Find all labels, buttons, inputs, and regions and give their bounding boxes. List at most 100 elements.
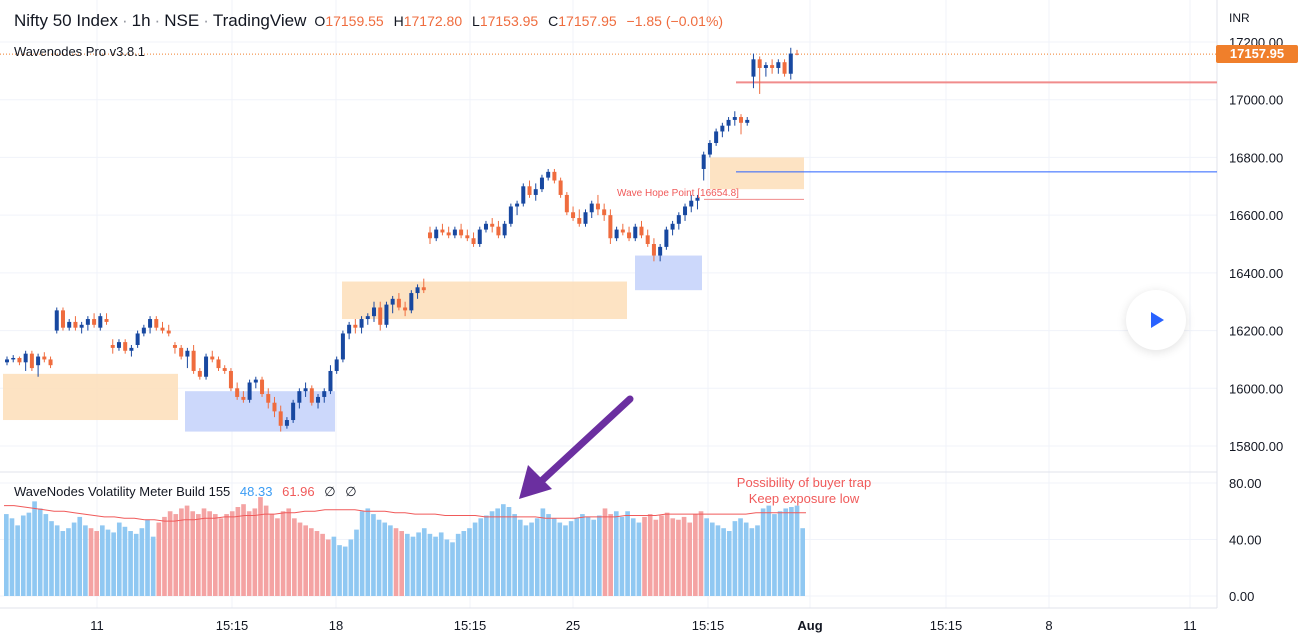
volatility-bar [427, 533, 433, 596]
volatility-bar [388, 525, 393, 596]
candle-body [291, 402, 296, 421]
volatility-bar [325, 539, 331, 596]
volatility-bar [314, 531, 320, 596]
candle-body [670, 223, 675, 230]
volatility-bar [619, 516, 625, 596]
candle-body [502, 223, 507, 236]
supply-zone [3, 373, 178, 421]
volatility-value-1: 48.33 [239, 484, 273, 499]
candle-body [608, 215, 613, 239]
candle-body [98, 316, 103, 328]
candle-body [496, 226, 501, 236]
candle-body [390, 298, 395, 305]
symbol-name[interactable]: Nifty 50 Index [14, 11, 118, 30]
volatility-bar [139, 528, 145, 596]
volatility-bar [602, 508, 608, 596]
candle-body [228, 370, 233, 389]
volatility-bar [224, 514, 229, 596]
volatility-bar [162, 516, 167, 596]
volatility-bar [331, 536, 337, 596]
candle-body [210, 356, 215, 360]
volatility-bar [297, 522, 303, 596]
price-axis[interactable]: 17200.0017000.0016800.0016600.0016400.00… [1229, 35, 1283, 604]
volatility-bar [9, 518, 15, 596]
volatility-bar [416, 532, 421, 596]
candle-body [204, 356, 209, 377]
candle-body [415, 287, 420, 294]
candle-body [577, 218, 582, 224]
candle-body [739, 117, 744, 123]
volatility-bar [15, 525, 20, 596]
volatility-bar [359, 511, 365, 596]
candle-body [788, 53, 793, 74]
volatility-bar [704, 518, 709, 596]
volatility-bar [399, 531, 404, 596]
indicator-legend[interactable]: Wavenodes Pro v3.8.1 [14, 44, 146, 59]
candle-body [614, 229, 619, 239]
volatility-bar [743, 522, 749, 596]
volatility-bar [229, 511, 235, 596]
volatility-bar [580, 514, 585, 596]
volatility-bar [280, 511, 286, 596]
symbol-header[interactable]: Nifty 50 Index · 1h · NSE · TradingView … [14, 11, 729, 31]
volatility-title[interactable]: WaveNodes Volatility Meter Build 155 [14, 484, 231, 499]
price-tick-label: 16800.00 [1229, 150, 1283, 165]
volatility-bar [568, 521, 574, 596]
volatility-bar [597, 515, 602, 596]
volatility-bar [184, 505, 190, 596]
candle-body [365, 316, 370, 320]
separator-dot: · [203, 11, 209, 30]
volatility-bar [472, 522, 478, 596]
time-tick-label: 15:15 [692, 618, 725, 633]
volatility-bar [591, 519, 597, 596]
volatility-bar [365, 508, 371, 596]
volatility-bar [772, 514, 777, 596]
candle-body [552, 171, 557, 181]
candle-body [446, 232, 451, 236]
candle-body [707, 143, 712, 155]
volatility-bar [116, 522, 122, 596]
volatility-bar [371, 514, 376, 596]
candle-body [85, 319, 90, 325]
candle-body [328, 370, 333, 392]
candle-body [645, 235, 650, 244]
volatility-bar [715, 525, 721, 596]
volatility-bar [133, 533, 139, 596]
time-tick-label: 25 [566, 618, 580, 633]
candle-body [372, 307, 377, 317]
volatility-bar [150, 536, 156, 596]
volatility-bar [342, 546, 348, 596]
candle-body [770, 65, 775, 68]
interval-label[interactable]: 1h [131, 11, 151, 30]
price-tick-label: 16600.00 [1229, 208, 1283, 223]
low-label: L [472, 13, 480, 29]
volatility-bar [585, 516, 591, 596]
volatility-bar [421, 528, 427, 596]
volatility-bar [630, 518, 636, 596]
volatility-bar [258, 497, 263, 596]
candle-body [347, 324, 352, 334]
volatility-value-4: ∅ [345, 484, 357, 499]
volatility-legend[interactable]: WaveNodes Volatility Meter Build 155 48.… [14, 484, 357, 500]
candle-body [664, 229, 669, 247]
time-axis[interactable]: 11 15:15 18 15:15 25 15:15 Aug 15:15 8 11 [90, 618, 1197, 633]
candle-body [359, 319, 364, 328]
candle-body [384, 304, 389, 325]
volatility-bar [303, 525, 308, 596]
buyer-trap-line-1: Possibility of buyer trap [736, 475, 872, 490]
candle-body [92, 319, 97, 325]
volatility-bar [636, 522, 642, 596]
candle-body [353, 324, 358, 328]
volatility-tick-label: 0.00 [1229, 589, 1254, 604]
play-button[interactable] [1126, 290, 1186, 350]
volatility-bar [286, 508, 292, 596]
low-value: 17153.95 [479, 13, 539, 29]
volatility-bar [88, 528, 94, 596]
candle-body [334, 359, 339, 371]
candle-body [782, 62, 787, 74]
buyer-trap-note: Possibility of buyer trap Keep exposure … [724, 475, 884, 507]
candle-body [701, 154, 706, 169]
volatility-bar [393, 528, 399, 596]
